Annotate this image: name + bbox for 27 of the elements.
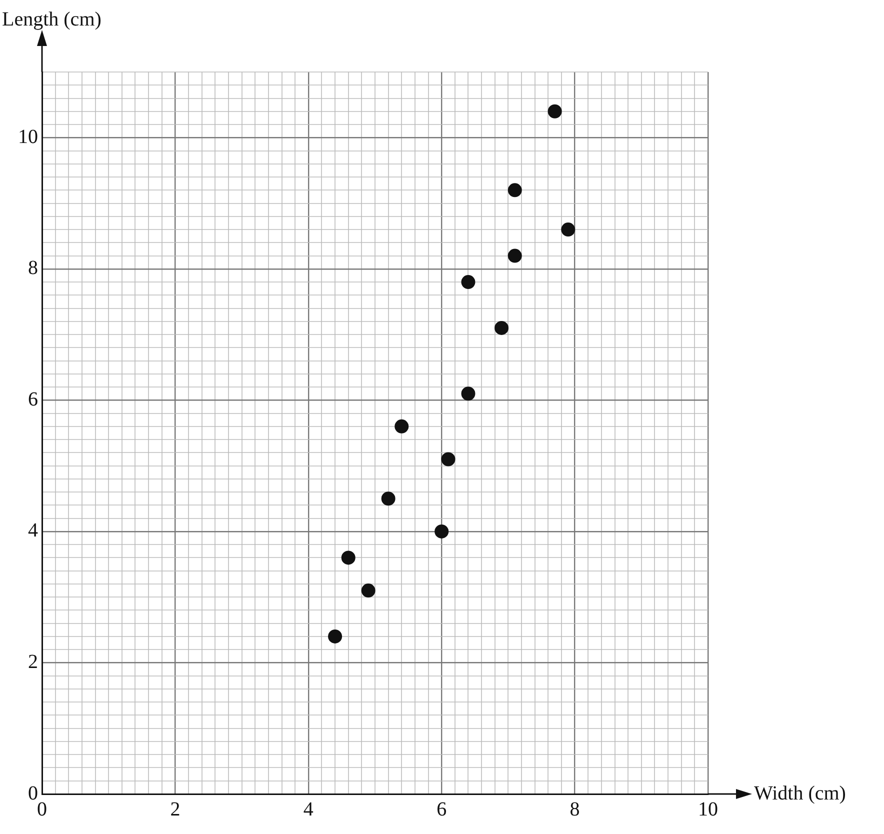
x-tick-label: 10 xyxy=(698,798,718,820)
x-tick-label: 2 xyxy=(170,798,180,820)
point xyxy=(494,320,509,335)
point xyxy=(461,386,476,401)
y-tick-label: 4 xyxy=(28,520,38,542)
y-tick-label: 6 xyxy=(28,388,38,410)
point xyxy=(434,524,449,538)
point xyxy=(394,419,409,434)
point xyxy=(508,248,522,263)
y-tick-label: 10 xyxy=(18,126,38,148)
point xyxy=(461,275,476,290)
x-tick-label: 8 xyxy=(570,798,580,820)
point xyxy=(328,629,342,644)
point xyxy=(361,584,376,598)
point xyxy=(441,452,456,466)
x-tick-label: 6 xyxy=(436,798,447,820)
point xyxy=(341,550,356,565)
x-tick-label: 4 xyxy=(303,798,314,820)
y-tick-label: 2 xyxy=(28,650,38,673)
x-axis-title: Width (cm) xyxy=(754,782,846,804)
y-tick-label: 0 xyxy=(28,782,38,804)
point xyxy=(508,183,522,198)
point xyxy=(381,492,396,506)
point xyxy=(561,222,576,237)
point xyxy=(548,104,562,118)
y-axis-title: Length (cm) xyxy=(2,8,102,30)
y-tick-label: 8 xyxy=(28,257,38,280)
